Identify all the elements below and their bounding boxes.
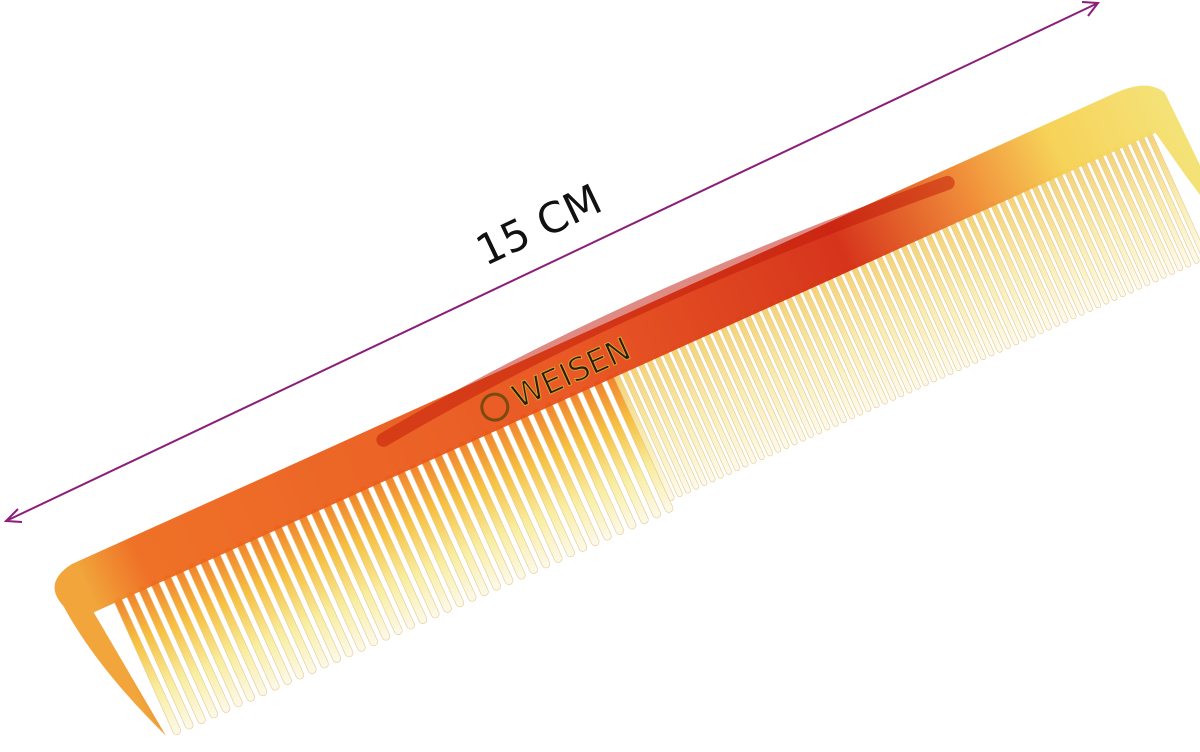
comb: WEISEN [54, 85, 1200, 736]
arrow-head-left [3, 508, 23, 523]
arrow-line [5, 2, 1099, 522]
comb-teeth [114, 131, 1200, 735]
logo-emblem [480, 392, 510, 422]
arrow-head-right [1081, 1, 1100, 17]
dimension-label: 15 CM [468, 174, 609, 275]
dimension-arrow [3, 1, 1100, 523]
spine-shade [376, 175, 955, 447]
